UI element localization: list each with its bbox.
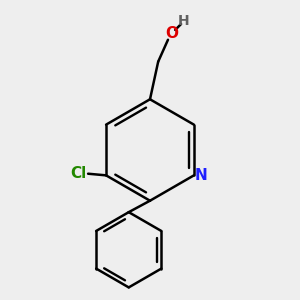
Text: Cl: Cl — [70, 166, 86, 181]
Text: O: O — [165, 26, 178, 41]
Text: N: N — [195, 168, 208, 183]
Text: H: H — [178, 14, 190, 28]
